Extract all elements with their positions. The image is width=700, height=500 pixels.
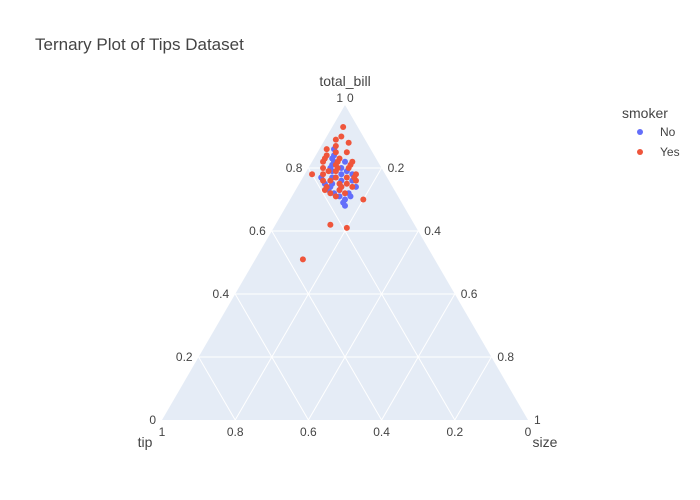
data-point-yes[interactable]: [320, 171, 327, 178]
data-point-yes[interactable]: [320, 177, 327, 184]
tick-label-size: 0.8: [497, 350, 514, 364]
tick-label-size: 0.2: [388, 161, 405, 175]
tick-label-tip: 0.4: [373, 425, 390, 439]
legend-item-yes[interactable]: Yes: [637, 145, 680, 159]
axis-title-tip: tip: [138, 434, 153, 450]
tick-label-tip: 0: [525, 425, 532, 439]
axis-title-size: size: [533, 434, 558, 450]
tick-label-total-bill: 0: [149, 413, 156, 427]
legend-marker-no: [637, 129, 643, 135]
ternary-background: [162, 105, 528, 420]
scatter-points: [299, 124, 367, 263]
tick-label-tip: 0.2: [446, 425, 463, 439]
data-point-no[interactable]: [338, 171, 345, 178]
data-point-yes[interactable]: [343, 224, 350, 231]
gridline: [198, 356, 236, 421]
tick-label-tip: 0.6: [300, 425, 317, 439]
data-point-yes[interactable]: [323, 146, 330, 153]
tick-label-size: 1: [534, 413, 541, 427]
data-point-yes[interactable]: [334, 165, 341, 171]
data-point-yes[interactable]: [338, 133, 345, 140]
data-point-yes[interactable]: [351, 174, 358, 181]
data-point-yes[interactable]: [360, 196, 367, 203]
tick-label-total-bill: 0.4: [213, 287, 230, 301]
data-point-yes[interactable]: [332, 142, 339, 149]
data-point-yes[interactable]: [332, 136, 339, 143]
data-point-yes[interactable]: [332, 193, 339, 200]
tick-label-size: 0: [347, 91, 354, 105]
data-point-yes[interactable]: [334, 158, 341, 165]
data-point-yes[interactable]: [345, 139, 352, 146]
gridline: [271, 230, 383, 421]
data-point-yes[interactable]: [321, 187, 328, 194]
data-point-no[interactable]: [329, 155, 336, 162]
legend-label-yes: Yes: [660, 145, 680, 159]
gridline: [307, 230, 419, 421]
data-point-no[interactable]: [347, 193, 354, 200]
axis-title-total-bill: total_bill: [319, 73, 370, 89]
data-point-yes[interactable]: [342, 190, 348, 197]
chart-title: Ternary Plot of Tips Dataset: [35, 35, 244, 54]
tick-label-tip: 0.8: [227, 425, 244, 439]
data-point-yes[interactable]: [332, 174, 339, 181]
data-point-yes[interactable]: [343, 180, 350, 187]
data-point-yes[interactable]: [340, 124, 347, 131]
data-point-yes[interactable]: [347, 161, 354, 168]
legend-marker-yes: [637, 149, 643, 155]
gridline: [454, 356, 492, 421]
tick-label-total-bill: 0.2: [176, 350, 193, 364]
tick-label-total-bill: 1: [336, 91, 343, 105]
data-point-yes[interactable]: [320, 165, 327, 171]
legend-item-no[interactable]: No: [637, 125, 676, 139]
legend-label-no: No: [660, 125, 676, 139]
data-point-yes[interactable]: [338, 183, 345, 190]
gridline: [381, 293, 456, 421]
data-point-no[interactable]: [342, 202, 348, 209]
data-point-yes[interactable]: [327, 221, 334, 228]
legend: smoker No Yes: [622, 105, 680, 159]
data-point-no[interactable]: [342, 158, 348, 165]
data-point-yes[interactable]: [332, 149, 339, 156]
tick-label-tip: 1: [159, 425, 166, 439]
data-point-yes[interactable]: [349, 183, 356, 190]
data-point-yes[interactable]: [343, 174, 350, 181]
ternary-ticks: 0.20.40.60.8100.20.40.60.8100.20.40.60.8…: [149, 91, 541, 439]
data-point-yes[interactable]: [309, 171, 316, 178]
tick-label-size: 0.4: [424, 224, 441, 238]
tick-label-total-bill: 0.6: [249, 224, 266, 238]
data-point-yes[interactable]: [321, 155, 328, 162]
data-point-yes[interactable]: [325, 168, 332, 175]
legend-title: smoker: [622, 105, 668, 121]
data-point-yes[interactable]: [299, 256, 306, 263]
data-point-yes[interactable]: [327, 190, 334, 197]
data-point-yes[interactable]: [327, 177, 334, 184]
gridline: [234, 293, 309, 421]
tick-label-total-bill: 0.8: [286, 161, 303, 175]
tick-label-size: 0.6: [461, 287, 478, 301]
data-point-yes[interactable]: [343, 149, 350, 156]
